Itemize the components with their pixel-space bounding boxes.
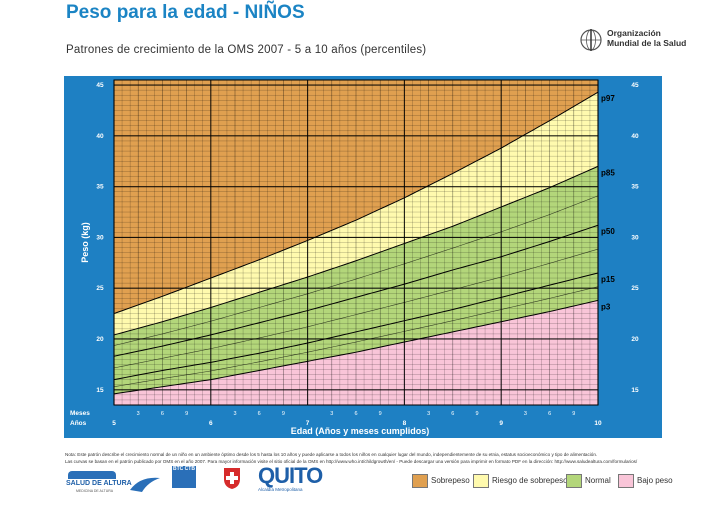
curve-p85: [113, 165, 599, 336]
footer-note-line1: Nota: Este patrón describe el crecimient…: [65, 452, 598, 457]
x-year-label: 8: [403, 420, 407, 427]
y-tick-label-right: 35: [631, 184, 639, 191]
quito-logo: QUITO Alcaldía Metropolitana: [258, 463, 323, 493]
percentile-label-p85: p85: [601, 168, 615, 177]
x-month-label: 9: [572, 411, 575, 417]
y-axis-label: Peso (kg): [80, 222, 90, 263]
x-month-label: 3: [524, 411, 527, 417]
y-tick-label-left: 15: [96, 387, 104, 394]
x-month-label: 3: [233, 411, 236, 417]
x-year-label: 9: [499, 420, 503, 427]
plot-border: [113, 79, 599, 406]
legend-label: Sobrepeso: [431, 476, 470, 485]
x-month-label: 6: [548, 411, 551, 417]
x-year-label: 7: [306, 420, 310, 427]
percentile-label-p3: p3: [601, 302, 611, 311]
x-axis-label: Edad (Años y meses cumplidos): [291, 426, 430, 436]
salud-logo-subtext: MEDICINA DE ALTURA: [76, 489, 114, 493]
percentile-label-p15: p15: [601, 275, 615, 284]
curve-secondary: [113, 286, 599, 388]
legend-swatch: [473, 474, 489, 488]
curve-p3: [113, 299, 599, 395]
y-tick-label-left: 40: [96, 133, 104, 140]
percentile-label-p97: p97: [601, 94, 615, 103]
legend-swatch: [618, 474, 634, 488]
y-tick-label-right: 20: [631, 336, 639, 343]
curve-p15: [113, 272, 599, 381]
bird-logo-icon: [130, 477, 160, 492]
x-month-label: 3: [330, 411, 333, 417]
footer-note: Nota: Este patrón describe el crecimient…: [65, 452, 705, 465]
curve-secondary: [113, 195, 599, 346]
who-org-line1: Organización: [607, 28, 661, 38]
x-month-label: 9: [475, 411, 478, 417]
who-emblem-icon: [580, 29, 602, 51]
curve-p97: [113, 91, 599, 315]
x-row-label-meses: Meses: [70, 410, 90, 417]
btc-ctb-logo: BTC CTB: [172, 466, 196, 488]
x-month-label: 9: [282, 411, 285, 417]
y-tick-label-left: 45: [96, 82, 104, 89]
legend-label: Riesgo de sobrepeso: [492, 476, 568, 485]
x-month-label: 6: [354, 411, 357, 417]
legend-label: Normal: [585, 476, 611, 485]
x-month-label: 9: [185, 411, 188, 417]
legend-label: Bajo peso: [637, 476, 673, 485]
y-tick-label-right: 30: [631, 234, 639, 241]
x-month-label: 6: [161, 411, 164, 417]
x-year-label: 5: [112, 420, 116, 427]
ministry-shield-icon: [224, 468, 240, 489]
page-subtitle: Patrones de crecimiento de la OMS 2007 -…: [66, 44, 427, 56]
y-tick-label-left: 30: [96, 234, 104, 241]
x-row-label-anos: Años: [70, 420, 87, 427]
y-tick-label-left: 20: [96, 336, 104, 343]
y-tick-label-right: 25: [631, 285, 639, 292]
x-month-label: 3: [137, 411, 140, 417]
page-title: Peso para la edad - NIÑOS: [66, 2, 305, 23]
who-org-line2: Mundial de la Salud: [607, 38, 687, 48]
legend-swatch: [566, 474, 582, 488]
y-tick-label-right: 40: [631, 133, 639, 140]
quito-logo-subtext: Alcaldía Metropolitana: [258, 487, 303, 492]
curve-secondary: [113, 248, 599, 369]
salud-de-altura-logo: SALUD DE ALTURA MEDICINA DE ALTURA: [64, 468, 132, 494]
percentile-label-p50: p50: [601, 227, 615, 236]
curve-p50: [113, 224, 599, 357]
salud-logo-text: SALUD DE ALTURA: [66, 480, 132, 487]
y-tick-label-right: 15: [631, 387, 639, 394]
x-month-label: 6: [258, 411, 261, 417]
x-year-label: 6: [209, 420, 213, 427]
x-month-label: 3: [427, 411, 430, 417]
footer-note-line2: Las curvas se basan en el patrón publica…: [65, 458, 638, 464]
y-tick-label-left: 25: [96, 285, 104, 292]
who-org-name: Organización Mundial de la Salud: [607, 28, 686, 48]
legend-swatch: [412, 474, 428, 488]
y-tick-label-left: 35: [96, 184, 104, 191]
quito-logo-text: QUITO: [258, 463, 323, 488]
x-month-label: 9: [379, 411, 382, 417]
y-tick-label-right: 45: [631, 82, 639, 89]
x-month-label: 6: [451, 411, 454, 417]
x-year-label: 10: [594, 420, 602, 427]
